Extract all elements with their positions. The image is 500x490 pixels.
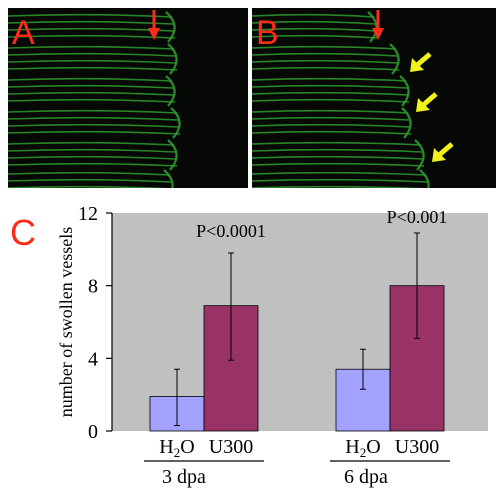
yellow-arrow-icon <box>432 142 454 162</box>
vessel-rays <box>252 11 430 188</box>
micrograph-panel-a: A <box>8 8 248 188</box>
bar-label: H2O <box>159 436 194 460</box>
p-value-label: P<0.001 <box>387 207 448 227</box>
bar-label: H2O <box>345 436 380 460</box>
red-arrow-icon <box>148 10 160 40</box>
micrograph-a-image <box>8 10 181 188</box>
yellow-arrow-icon <box>410 52 432 72</box>
yellow-arrow-icon <box>416 92 438 112</box>
panel-label-b: B <box>256 14 279 52</box>
bar-label: U300 <box>395 436 439 458</box>
group-label: 3 dpa <box>162 466 206 488</box>
y-tick-label: 8 <box>88 276 98 298</box>
panel-label-c: C <box>10 212 36 253</box>
y-tick-label: 12 <box>78 203 98 225</box>
bar-label: U300 <box>209 436 253 458</box>
group-label: 6 dpa <box>344 466 388 488</box>
y-axis-label: number of swollen vessels <box>56 227 76 417</box>
y-tick-label: 4 <box>88 348 98 370</box>
panel-label-a: A <box>12 14 35 52</box>
micrograph-b-image <box>252 10 454 188</box>
micrograph-panel-b: B <box>252 8 496 188</box>
vessel-rays <box>8 11 181 188</box>
p-value-label: P<0.0001 <box>196 221 266 241</box>
y-tick-label: 0 <box>88 421 98 443</box>
red-arrow-icon <box>372 10 384 40</box>
